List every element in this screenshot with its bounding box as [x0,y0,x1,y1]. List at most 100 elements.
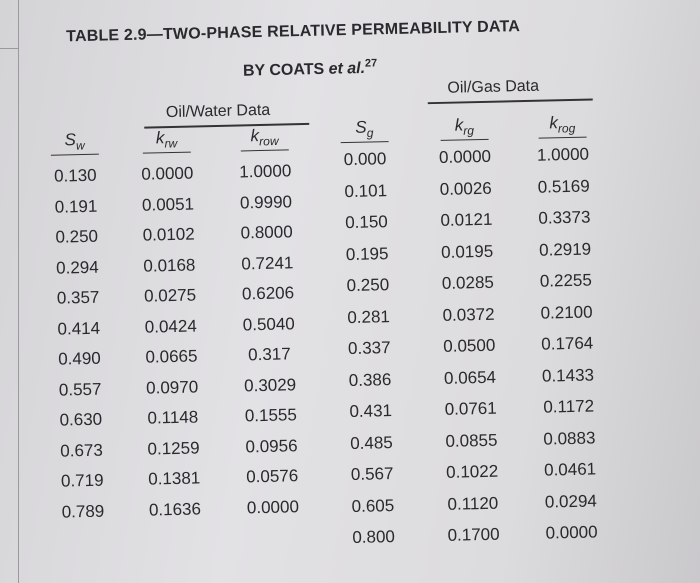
cell: 0.630 [59,409,103,430]
cell: 0.0294 [544,490,598,512]
cell: 0.3373 [538,207,591,228]
byline-italic: et al. [328,59,366,78]
column-header: krg [454,115,474,138]
cell: 0.0424 [144,315,197,337]
cell: 0.5169 [537,176,590,197]
column-header: krow [250,126,278,149]
page-edge [18,0,19,583]
cell: 0.1764 [541,333,594,354]
column-symbol: k [454,115,464,135]
cell: 0.2919 [538,239,592,260]
cell: 0.485 [349,432,393,453]
group-rule [427,98,593,104]
cell: 0.3029 [243,374,297,395]
column-header: krw [156,128,178,151]
cell: 0.567 [350,464,394,485]
cell: 0.1555 [244,405,298,426]
cell: 0.0372 [442,304,495,325]
column-rule [440,138,489,141]
group-heading: Oil/Water Data [165,101,271,122]
cell: 0.789 [61,501,105,522]
column-symbol: S [64,130,77,150]
cell: 0.605 [351,495,395,516]
cell: 0.0883 [543,427,596,449]
cell: 0.7241 [241,252,294,273]
cell: 0.414 [57,318,101,339]
cell: 0.1148 [147,407,199,428]
column-subscript: row [259,133,279,149]
cell: 0.250 [55,226,99,247]
byline-text: BY COATS [242,60,325,80]
byline: BY COATS et al.27 [243,57,378,80]
cell: 0.130 [53,165,97,186]
cell: 0.5040 [242,313,295,334]
cell: 0.9990 [239,191,293,212]
cell: 0.0102 [142,224,195,245]
cell: 0.490 [58,348,101,369]
cell: 0.1381 [148,468,201,489]
cell: 0.2255 [539,270,593,291]
cell: 0.000 [343,149,387,170]
cell: 0.317 [247,344,291,365]
cell: 0.0665 [145,346,198,367]
column-rule [50,153,99,156]
cell: 1.0000 [536,144,590,165]
cell: 0.0168 [143,255,196,276]
cell: 0.250 [346,275,390,296]
cell: 0.1636 [148,498,202,520]
cell: 0.0026 [439,178,492,199]
column-rule [538,136,587,139]
cell: 0.0285 [441,272,495,293]
cell: 0.1433 [541,364,595,386]
cell: 0.0576 [245,466,299,487]
table-title: TABLE 2.9—TWO-PHASE RELATIVE PERMEABILIT… [65,18,521,46]
cell: 0.0275 [143,285,197,306]
column-header: Sw [64,130,85,153]
cell: 0.1022 [445,461,499,482]
cell: 0.101 [344,180,388,201]
column-symbol: k [250,126,260,146]
cell: 0.800 [352,527,396,548]
cell: 0.1120 [447,493,499,514]
column-header: krog [549,113,575,136]
cell: 0.0000 [545,522,598,543]
column-symbol: S [355,117,367,137]
column-rule [240,149,289,152]
cell: 0.195 [345,243,389,264]
cell: 0.294 [55,257,99,278]
cell: 0.0855 [445,430,498,451]
cell: 0.0956 [245,435,298,456]
column-symbol: k [155,128,165,148]
cell: 0.719 [60,470,104,491]
column-symbol: k [549,113,559,133]
cell: 0.0761 [444,398,497,419]
byline-ref: 27 [364,57,378,70]
cell: 0.431 [349,401,393,422]
cell: 0.1700 [447,524,500,545]
cell: 0.0654 [443,367,497,388]
cell: 0.191 [54,196,98,217]
cell: 0.0195 [440,241,494,262]
cell: 0.0121 [440,209,493,230]
cell: 0.0500 [443,335,496,356]
cell: 0.386 [348,369,392,390]
cell: 1.0000 [239,161,292,182]
cell: 0.673 [60,440,104,461]
cell: 0.357 [56,287,100,308]
cell: 0.0461 [543,459,597,480]
group-heading: Oil/Gas Data [447,77,540,97]
column-subscript: rw [164,136,178,151]
column-subscript: w [75,138,85,153]
cell: 0.0000 [141,163,194,184]
cell: 0.0000 [438,146,492,167]
cell: 0.0970 [145,376,199,398]
column-subscript: g [366,125,374,140]
cell: 0.6206 [241,283,295,304]
cell: 0.8000 [240,222,293,243]
cell: 0.557 [58,379,102,400]
column-rule [340,141,389,144]
cell: 0.1172 [543,396,595,417]
cell: 0.337 [347,338,391,359]
cell: 0.0051 [141,194,195,215]
